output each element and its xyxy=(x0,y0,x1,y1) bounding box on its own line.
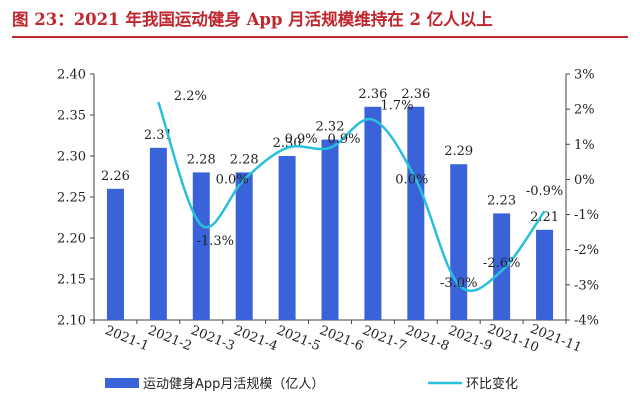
bar-value-label: 2.23 xyxy=(487,193,516,208)
right-tick-label: -3% xyxy=(574,278,599,293)
left-tick-label: 2.10 xyxy=(57,314,86,329)
bar-value-label: 2.29 xyxy=(444,144,473,159)
bar xyxy=(149,147,167,320)
x-tick-label: 2021-3 xyxy=(189,323,237,354)
legend-bar-label: 运动健身App月活规模（亿人） xyxy=(143,376,324,392)
legend-line-label: 环比变化 xyxy=(466,376,518,392)
line-value-label: 0.0% xyxy=(216,172,249,187)
line-value-label: -3.0% xyxy=(440,276,477,291)
bar-value-label: 2.26 xyxy=(101,169,130,184)
x-tick-label: 2021-4 xyxy=(231,323,279,354)
line-value-label: -2.6% xyxy=(483,256,520,271)
right-tick-label: -2% xyxy=(574,243,599,258)
x-tick-label: 2021-1 xyxy=(103,323,151,354)
right-tick-label: 0% xyxy=(574,173,595,188)
mom-change-line xyxy=(157,101,546,293)
x-tick-label: 2021-8 xyxy=(403,323,451,354)
x-tick-label: 2021-6 xyxy=(317,323,365,354)
line-value-label: -0.9% xyxy=(526,184,563,199)
figure-title: 图 23：2021 年我国运动健身 App 月活规模维持在 2 亿人以上 xyxy=(12,10,493,29)
bar xyxy=(321,139,339,320)
left-tick-label: 2.35 xyxy=(57,109,86,124)
right-tick-label: 2% xyxy=(574,103,595,118)
bar xyxy=(192,172,210,320)
right-tick-label: -4% xyxy=(574,314,599,329)
left-tick-label: 2.30 xyxy=(57,150,86,165)
line-value-label: 2.2% xyxy=(174,89,207,104)
line-value-label: 0.9% xyxy=(327,132,360,147)
line-value-label: 1.7% xyxy=(380,99,413,114)
bar xyxy=(493,213,511,320)
line-value-label: 0.0% xyxy=(395,172,428,187)
left-tick-label: 2.20 xyxy=(57,232,86,247)
line-value-label: 0.9% xyxy=(285,132,318,147)
right-tick-label: 1% xyxy=(574,138,595,153)
bar-value-label: 2.31 xyxy=(144,128,173,143)
bar-value-label: 2.28 xyxy=(230,152,259,167)
left-tick-label: 2.40 xyxy=(57,68,86,83)
bar xyxy=(235,172,253,320)
left-tick-label: 2.25 xyxy=(57,191,86,206)
bar xyxy=(407,106,425,320)
bar-value-label: 2.36 xyxy=(358,87,387,102)
right-tick-label: -1% xyxy=(574,208,599,223)
bar xyxy=(536,229,554,320)
bar-value-label: 2.32 xyxy=(316,120,345,135)
x-tick-label: 2021-5 xyxy=(274,323,322,354)
bar xyxy=(106,188,124,320)
line-value-label: -1.3% xyxy=(197,234,234,249)
left-tick-label: 2.15 xyxy=(57,273,86,288)
x-tick-label: 2021-9 xyxy=(446,323,494,354)
bar-value-label: 2.36 xyxy=(401,87,430,102)
bar xyxy=(278,156,296,320)
bar-value-label: 2.28 xyxy=(187,152,216,167)
title-rule xyxy=(12,36,628,38)
bar xyxy=(450,164,468,320)
right-tick-label: 3% xyxy=(574,68,595,83)
x-tick-label: 2021-7 xyxy=(360,323,408,354)
bar xyxy=(364,106,382,320)
legend-bar-swatch xyxy=(105,378,139,388)
x-tick-label: 2021-2 xyxy=(146,323,194,354)
